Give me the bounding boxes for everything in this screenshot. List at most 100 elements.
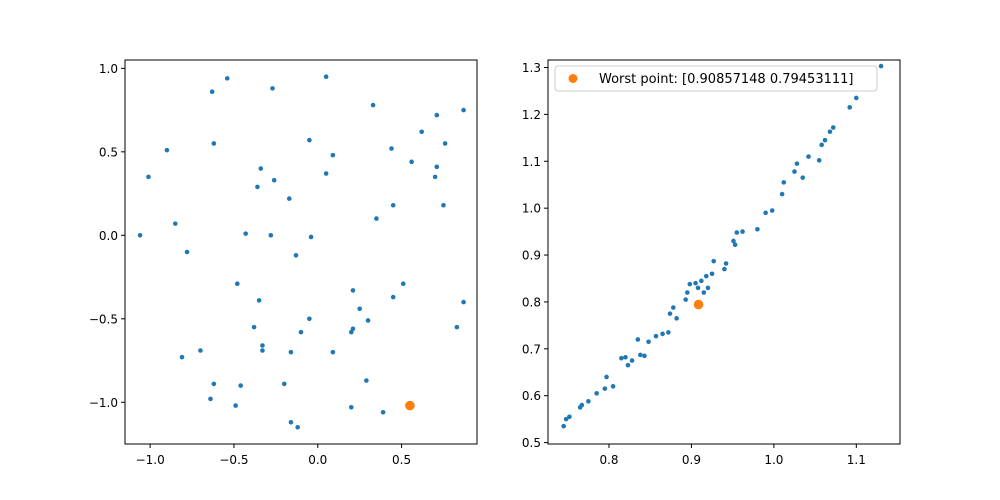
right-plot-area: [548, 60, 900, 444]
data-point: [646, 339, 651, 345]
data-point: [625, 362, 631, 368]
y-tick-label: 0.8: [522, 295, 541, 309]
data-point: [687, 281, 693, 287]
left-plot-frame: [124, 59, 478, 445]
data-point: [819, 142, 824, 148]
y-tick-label: 1.0: [522, 202, 541, 216]
data-point: [260, 343, 265, 348]
data-point: [295, 425, 300, 430]
x-tick-label: 1.0: [764, 453, 783, 467]
right-scatter-plot: 0.8 0.9 1.0 1.10.50.60.70.80.91.01.11.21.3 …: [522, 59, 901, 467]
data-point: [233, 403, 238, 408]
data-point: [794, 161, 800, 166]
worst-point-marker: [693, 299, 704, 310]
data-point: [350, 288, 356, 293]
y-tick-label: −0.5: [89, 312, 118, 326]
data-point: [763, 210, 768, 216]
data-point: [755, 226, 760, 232]
data-point: [251, 324, 257, 330]
right-data-points: [561, 63, 884, 429]
x-tick-label: 0.8: [599, 453, 618, 467]
data-point: [209, 89, 215, 95]
data-point: [441, 202, 446, 208]
legend: Worst point: [0.90857148 0.79453111]: [554, 65, 878, 92]
data-point: [685, 290, 690, 295]
data-point: [740, 229, 745, 234]
data-point: [619, 355, 624, 361]
data-point: [365, 318, 371, 323]
left-plot-area: [125, 60, 477, 444]
y-tick-label: 0.5: [99, 145, 118, 159]
data-point: [211, 381, 217, 387]
y-tick-label: 0.7: [522, 342, 541, 356]
data-point: [380, 409, 386, 415]
data-point: [281, 381, 287, 387]
data-point: [268, 233, 274, 238]
data-point: [330, 349, 336, 355]
data-point: [642, 353, 647, 359]
data-point: [709, 271, 715, 277]
data-point: [137, 233, 143, 238]
data-point: [731, 238, 736, 244]
x-tick-label: 1.1: [847, 453, 866, 467]
data-point: [683, 297, 688, 302]
data-point: [374, 216, 379, 221]
data-point: [586, 399, 591, 404]
data-point: [364, 378, 369, 383]
data-point: [695, 285, 701, 291]
y-tick-label: 0.9: [522, 249, 541, 263]
data-point: [878, 63, 884, 69]
y-tick-label: 0.0: [99, 229, 118, 243]
data-point: [667, 311, 673, 316]
data-point: [370, 102, 376, 108]
data-point: [847, 105, 853, 110]
data-point: [271, 177, 277, 183]
right-plot-frame: [547, 59, 901, 445]
data-point: [830, 125, 836, 130]
data-point: [164, 147, 170, 153]
y-tick-label: 1.1: [522, 155, 541, 169]
data-point: [827, 129, 833, 135]
data-point: [255, 184, 260, 190]
data-point: [323, 171, 329, 176]
data-point: [434, 112, 440, 118]
data-point: [561, 423, 566, 429]
data-point: [179, 354, 185, 360]
data-point: [723, 261, 729, 266]
data-point: [434, 164, 440, 170]
data-point: [293, 253, 299, 258]
data-point: [260, 348, 265, 353]
data-point: [400, 281, 406, 287]
data-point: [623, 354, 628, 360]
data-point: [389, 146, 394, 151]
y-tick-label: 1.0: [99, 62, 118, 76]
data-point: [211, 141, 217, 146]
data-point: [256, 298, 262, 303]
y-tick-label: −1.0: [89, 396, 118, 410]
data-point: [235, 281, 240, 287]
data-point: [722, 266, 727, 272]
legend-box: [554, 65, 878, 92]
data-point: [348, 404, 354, 410]
right-axis-ticks: 0.8 0.9 1.0 1.1 0.5 0.6 0.7 0.8 0.9 1.0 1.1 1.2 1.3: [522, 61, 866, 467]
data-point: [357, 306, 362, 312]
data-point: [674, 316, 679, 321]
data-point: [567, 414, 572, 420]
data-point: [198, 348, 203, 353]
worst-point-marker: [405, 400, 415, 411]
data-point: [701, 290, 707, 295]
data-point: [288, 420, 294, 425]
data-point: [307, 137, 312, 143]
data-point: [454, 324, 460, 330]
data-point: [800, 175, 806, 180]
data-point: [781, 180, 787, 185]
data-point: [243, 231, 248, 236]
data-point: [146, 174, 151, 180]
data-point: [348, 329, 354, 335]
data-point: [602, 386, 608, 391]
data-point: [734, 230, 740, 235]
data-point: [792, 169, 797, 174]
data-point: [432, 174, 438, 180]
data-point: [693, 280, 698, 286]
left-axis-ticks: −1.0 −0.5 0.0 0.5 −1.0 −0.5 0.0 0.5 1.0: [89, 62, 411, 467]
